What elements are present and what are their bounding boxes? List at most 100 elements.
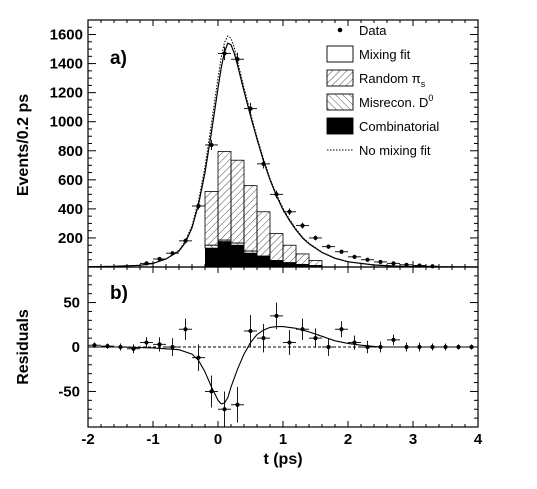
misrecon-bar [243,250,258,254]
misrecon-bar [217,239,232,242]
data-point [365,257,370,262]
data-point [391,261,396,266]
x-tick-label: 4 [474,431,483,448]
residual-point [235,402,240,407]
residual-point [222,407,227,412]
data-point [326,244,331,249]
combinatorial-bar [244,253,257,267]
data-point [183,238,188,243]
panel-a: 200 400 600 800 1000 1200 1400 1600 a) Events/0… [15,19,479,269]
residual-point [196,355,201,360]
no-mixing-fit-line [87,35,479,268]
residual-point [144,340,149,345]
residual-point [274,313,279,318]
data-point [430,264,435,269]
data-point [144,261,149,266]
legend-item: Data [337,23,387,38]
legend-label-sub: s [421,79,426,89]
y-tick-label: -50 [58,383,80,400]
misrecon-bar [230,242,245,246]
data-point [209,142,214,148]
data-point [378,259,383,265]
x-tick-label: -1 [146,431,159,448]
residual-point [339,327,344,332]
legend-label: Data [359,23,387,38]
random-pi-bar [256,211,271,257]
residual-point [430,344,435,350]
data-point [157,256,162,262]
residual-point [378,344,383,350]
residual-point [417,344,422,350]
residual-point [170,344,175,350]
legend: Data Mixing fit Random πs Misrecon. D0 Combi… [326,23,439,158]
legend-item: No mixing fit [327,143,431,158]
misrecon-bar [269,260,284,262]
y-tick-label: 800 [58,143,83,160]
y-tick-label: 1600 [50,27,83,44]
legend-box-icon [326,93,354,111]
y-tick-label: 1000 [50,114,83,131]
residual-point [131,346,136,351]
legend-label: Misrecon. D0 [359,93,433,110]
residual-point [443,344,448,350]
panel-a-y-axis-title: Events/0.2 ps [15,94,32,196]
data-point [300,223,305,228]
combinatorial-bar [257,256,270,267]
residual-point [209,389,214,394]
residual-point [118,344,123,350]
data-point [222,51,227,56]
y-tick-label: 1200 [50,85,83,102]
combinatorial-bar [296,264,309,267]
panel-b-y-axis-title: Residuals [15,309,32,385]
misrecon-bar [204,244,219,249]
legend-item: Misrecon. D0 [326,93,433,111]
random-pi-bar [282,244,297,264]
residual-point [352,340,357,345]
legend-label: No mixing fit [359,143,431,158]
y-tick-label: 1400 [50,56,83,73]
combinatorial-bar [231,245,244,267]
legend-label: Combinatorial [359,119,439,134]
residual-point [92,343,97,348]
residual-point [391,337,396,342]
y-tick-label: 50 [63,295,80,312]
data-point [352,254,357,259]
misrecon-bar [282,262,297,264]
legend-item: Mixing fit [326,45,411,63]
legend-label: Random πs [359,71,426,89]
legend-box-icon [326,45,354,63]
x-tick-label: -2 [81,431,94,448]
y-tick-label: 600 [58,172,83,189]
y-tick-label: 0 [72,339,80,356]
x-axis-title: t (ps) [263,451,302,468]
random-pi-bar [269,233,284,261]
y-tick-label: 400 [58,201,83,218]
residual-point [456,344,461,350]
x-tick-label: 2 [344,431,352,448]
panel-b-label: b) [110,283,128,304]
residual-point [326,344,331,350]
panel-b-axes: -2 -1 0 1 2 3 4 -50 0 50 [58,266,483,448]
panel-a-label: a) [110,48,127,69]
residual-point [157,342,162,347]
residual-point [183,327,188,332]
x-tick-label: 0 [214,431,222,448]
panel-a-plot [87,35,479,269]
legend-box-icon [326,69,354,87]
random-pi-bar [230,159,245,244]
residual-point [365,344,370,350]
data-point [248,106,253,111]
combinatorial-bar [270,261,283,267]
data-point [274,192,279,197]
random-pi-bar [204,191,219,246]
data-point [196,203,201,209]
x-tick-label: 3 [409,431,417,448]
random-pi-bar [295,253,310,265]
legend-item: Combinatorial [326,117,439,135]
residual-point [287,340,292,345]
mixing-fit-line [87,42,479,268]
combinatorial-bar [218,241,231,267]
residual-point [261,336,266,341]
residual-point [248,328,253,334]
